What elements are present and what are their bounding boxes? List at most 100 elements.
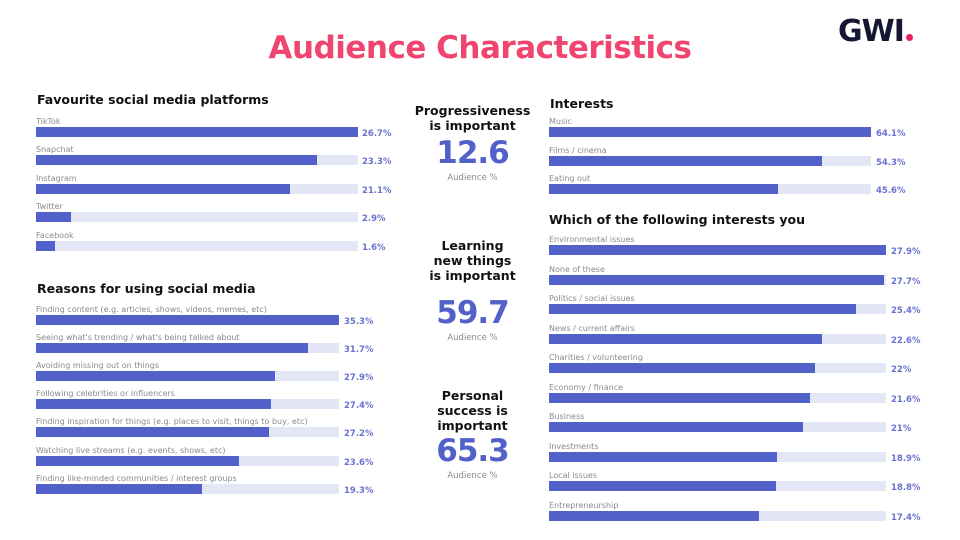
bar-track [549, 451, 886, 462]
bar-track [36, 240, 358, 251]
bar-value: 25.4% [891, 306, 921, 316]
bar-value: 27.9% [891, 247, 921, 257]
bar-fill [36, 240, 56, 251]
bar-value: 64.1% [876, 129, 906, 139]
bar-track [549, 274, 886, 285]
bar-label: Facebook [36, 230, 74, 240]
platforms-row: Snapchat 23.3% [36, 145, 412, 167]
bar-label: Following celebrities or influencers [36, 389, 175, 399]
bar-track [36, 399, 339, 410]
bar-fill [549, 333, 822, 344]
bar-track [36, 155, 358, 166]
bar-track [549, 510, 886, 521]
bar-fill [549, 184, 779, 194]
bar-label: None of these [549, 264, 605, 274]
bar-value: 18.9% [891, 453, 921, 464]
interests-row: Music 64.1% [549, 117, 926, 139]
platforms-title: Favourite social media platforms [37, 92, 269, 107]
bar-track [36, 183, 358, 194]
interests-title: Interests [550, 96, 614, 111]
bar-label: Politics / social issues [549, 294, 635, 303]
bar-fill [36, 155, 317, 166]
bar-fill [549, 363, 815, 373]
stat-title: Progressiveness is important [414, 103, 531, 133]
which-interests-row: Local issues 18.8% [549, 471, 941, 493]
bar-value: 21% [891, 424, 912, 434]
bar-track [549, 422, 886, 432]
bar-value: 35.3% [344, 317, 374, 327]
bar-fill [549, 451, 778, 462]
bar-label: TikTok [36, 117, 61, 126]
stat-subtitle: Audience % [447, 173, 498, 183]
bar-value: 2.9% [362, 214, 386, 225]
bar-fill [549, 155, 822, 166]
stat-personal-success: Personal success is important 65.3 Audie… [405, 388, 540, 481]
bar-track [549, 304, 886, 314]
bar-fill [36, 127, 358, 137]
bar-value: 31.7% [344, 345, 374, 356]
bar-value: 17.4% [891, 512, 921, 523]
bar-value: 27.7% [891, 276, 921, 287]
bar-value: 1.6% [362, 242, 386, 253]
bar-value: 27.4% [344, 401, 374, 412]
bar-fill [549, 392, 810, 403]
bar-label: Charities / volunteering [549, 353, 643, 362]
bar-fill [36, 427, 270, 438]
platforms-row: TikTok 26.7% [36, 117, 412, 139]
bar-track [36, 483, 339, 494]
bar-track [549, 155, 871, 166]
bar-label: Business [549, 412, 585, 421]
bar-label: Investments [549, 441, 599, 451]
bar-value: 22.6% [891, 335, 921, 346]
bar-label: Finding content (e.g. articles, shows, v… [36, 305, 267, 314]
stat-title: Personal success is important [437, 388, 508, 433]
bar-fill [549, 274, 884, 285]
bar-fill [36, 315, 339, 325]
bar-value: 27.9% [344, 373, 374, 384]
bar-value: 19.3% [344, 485, 374, 496]
which-interests-row: Investments 18.9% [549, 442, 941, 464]
bar-value: 22% [891, 365, 912, 375]
bar-label: Environmental issues [549, 235, 635, 244]
bar-fill [36, 399, 272, 410]
bar-label: Seeing what's trending / what's being ta… [36, 333, 240, 343]
stat-value: 59.7 [436, 295, 510, 331]
bar-label: Music [549, 117, 572, 126]
bar-label: Watching live streams (e.g. events, show… [36, 445, 226, 455]
which-interests-row: Environmental issues 27.9% [549, 235, 941, 257]
stat-subtitle: Audience % [447, 333, 498, 343]
bar-label: Avoiding missing out on things [36, 361, 160, 371]
bar-track [549, 333, 886, 344]
which-interests-row: News / current affairs 22.6% [549, 324, 941, 346]
which-interests-row: None of these 27.7% [549, 265, 941, 287]
page-title: Audience Characteristics [268, 30, 692, 66]
logo-text: GWI [838, 14, 905, 49]
bar-track [549, 245, 886, 255]
stat-learning: Learning new things is important 59.7 Au… [405, 238, 540, 343]
reasons-title: Reasons for using social media [37, 281, 256, 296]
interests-row: Films / cinema 54.3% [549, 146, 926, 168]
bar-track [36, 212, 358, 223]
bar-fill [36, 212, 71, 223]
bar-fill [36, 183, 291, 194]
interests-row: Eating out 45.6% [549, 174, 926, 196]
which-interests-row: Charities / volunteering 22% [549, 353, 941, 375]
bar-label: Twitter [36, 202, 63, 212]
which-interests-title: Which of the following interests you [549, 212, 806, 227]
bar-label: Economy / finance [549, 382, 624, 392]
bar-fill [549, 481, 777, 491]
bar-label: Local issues [549, 471, 597, 480]
bar-label: Films / cinema [549, 145, 607, 155]
bar-value: 18.8% [891, 483, 921, 493]
reasons-row: Finding like-minded communities / intere… [36, 474, 394, 496]
which-interests-row: Politics / social issues 25.4% [549, 294, 941, 316]
bar-track [36, 371, 339, 382]
bar-value: 21.6% [891, 394, 921, 405]
platforms-row: Facebook 1.6% [36, 231, 412, 253]
bar-track [549, 363, 886, 373]
bar-track [36, 315, 339, 325]
bar-value: 54.3% [876, 157, 906, 168]
bar-fill [36, 343, 309, 354]
bar-track [36, 343, 339, 354]
bar-track [549, 481, 886, 491]
